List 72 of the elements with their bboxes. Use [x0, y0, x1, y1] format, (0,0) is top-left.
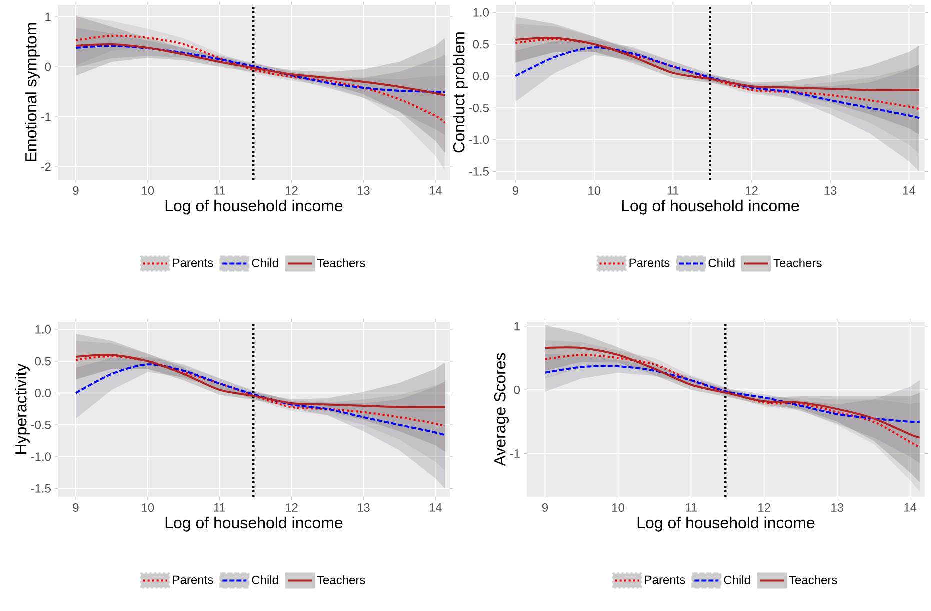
x-tick-label: 14: [904, 504, 917, 512]
y-axis-title: Emotional symptom: [25, 23, 40, 162]
line-series: [74, 34, 446, 124]
x-tick-label: 11: [214, 186, 226, 195]
x-tick-label: 12: [286, 504, 298, 512]
y-tick-label: 0.0: [35, 389, 52, 398]
y-tick-label: 1.0: [474, 8, 490, 17]
x-tick-label: 14: [904, 186, 916, 195]
line-series: [514, 38, 920, 110]
y-tick-label: -1.0: [31, 452, 52, 462]
x-tick-label: 12: [758, 504, 770, 512]
x-axis-title: Log of household income: [166, 200, 343, 215]
y-tick-label: -1: [41, 112, 51, 122]
y-tick-label: 1: [514, 322, 520, 331]
line-series: [544, 365, 921, 424]
x-tick-label: 9: [512, 186, 518, 196]
legend-label: Child: [708, 258, 735, 268]
x-tick-label: 9: [73, 186, 79, 196]
legend-label: Teachers: [317, 258, 366, 268]
legend-label: Child: [724, 576, 750, 584]
x-axis-title: Log of household income: [638, 516, 815, 532]
y-tick-label: 0.0: [473, 72, 490, 81]
x-tick-label: 14: [430, 504, 442, 512]
legend-label: Child: [252, 258, 278, 268]
line-series: [74, 354, 446, 408]
y-tick-label: -0.5: [31, 420, 51, 430]
line-series: [74, 364, 446, 436]
y-axis-title: Conduct problem: [453, 32, 468, 153]
legend-label: Teachers: [317, 576, 366, 584]
y-tick-label: -2: [41, 162, 51, 172]
y-tick-label: 0.5: [473, 40, 489, 49]
x-tick-label: 10: [612, 504, 624, 512]
y-axis-title: Average Scores: [494, 353, 509, 466]
x-tick-label: 9: [73, 504, 79, 512]
legend-label: Child: [252, 576, 278, 584]
x-tick-label: 14: [430, 186, 442, 195]
x-tick-label: 13: [832, 504, 844, 512]
legend-label: Parents: [173, 258, 214, 268]
x-tick-label: 12: [746, 186, 758, 195]
x-tick-label: 12: [286, 186, 298, 195]
x-tick-label: 9: [542, 504, 548, 512]
y-tick-label: 0.5: [35, 357, 51, 366]
line-series: [74, 355, 446, 428]
y-tick-label: 1.0: [36, 325, 52, 334]
legend-label: Teachers: [774, 258, 822, 268]
x-tick-label: 13: [358, 186, 370, 196]
x-tick-label: 10: [588, 186, 601, 196]
x-tick-label: 10: [142, 504, 154, 512]
legend-label: Parents: [630, 258, 670, 268]
y-tick-label: -1.5: [469, 168, 489, 176]
x-tick-label: 13: [358, 504, 370, 512]
x-axis-title: Log of household income: [622, 200, 800, 215]
y-tick-label: 1: [46, 12, 51, 22]
y-tick-label: -1: [510, 450, 520, 458]
y-tick-label: 0: [514, 386, 520, 394]
x-tick-label: 13: [824, 186, 837, 196]
y-axis-title: Hyperactivity: [15, 364, 30, 454]
legend-label: Parents: [173, 576, 214, 584]
x-tick-label: 11: [686, 504, 697, 512]
x-axis-title: Log of household income: [166, 516, 343, 532]
y-tick-label: 0: [45, 62, 52, 72]
line-series: [544, 346, 921, 439]
legend-label: Parents: [645, 576, 686, 584]
y-tick-label: -1.0: [469, 136, 490, 144]
line-series: [514, 46, 920, 120]
y-tick-label: -0.5: [469, 104, 489, 112]
x-tick-label: 10: [142, 186, 154, 196]
line-series: [514, 37, 920, 92]
y-tick-label: -1.5: [31, 484, 51, 493]
x-tick-label: 11: [214, 504, 226, 512]
x-tick-label: 11: [668, 186, 679, 195]
legend-label: Teachers: [789, 576, 838, 584]
